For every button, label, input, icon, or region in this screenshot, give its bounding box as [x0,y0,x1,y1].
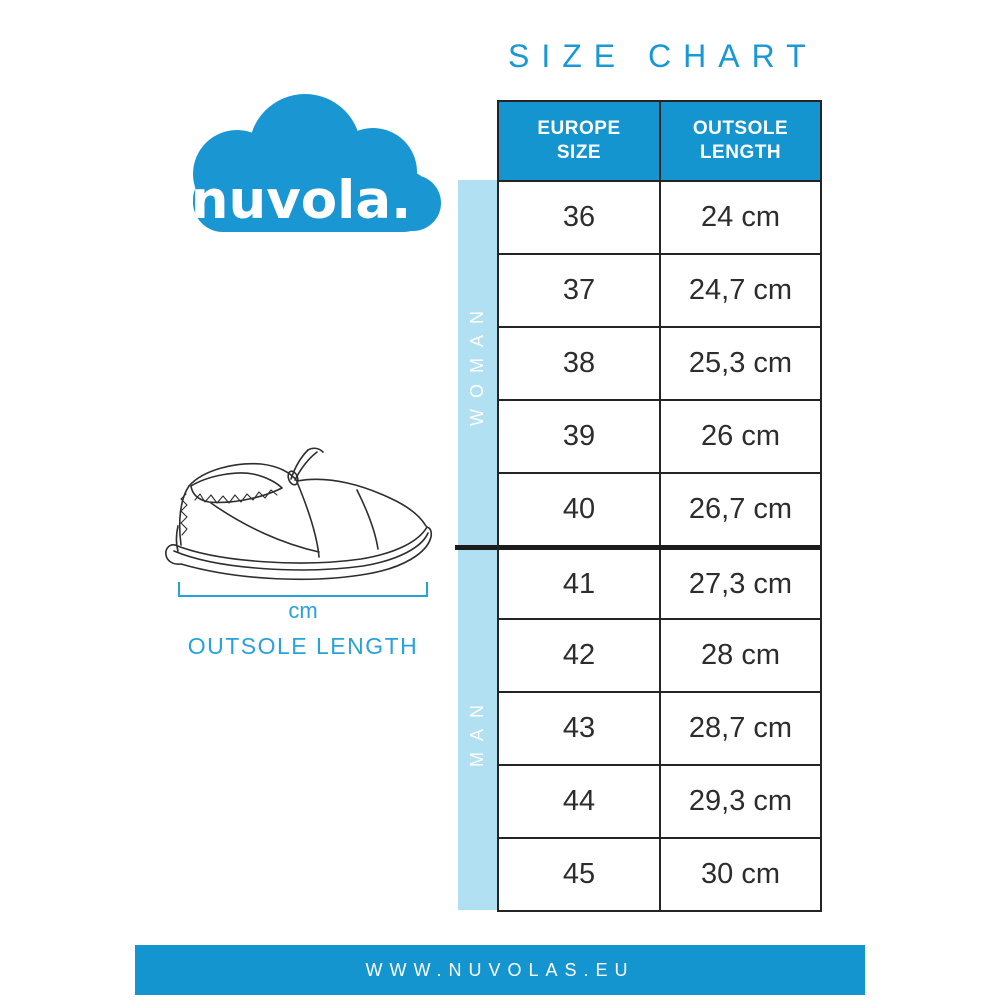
size-cell: 40 [499,474,661,545]
size-cell: 37 [499,255,661,326]
table-row-43: 43 28,7 cm [499,691,820,764]
table-row-39: 39 26 cm [499,399,820,472]
footer-url: WWW.NUVOLAS.EU [365,959,635,980]
outsole-length-caption: OUTSOLE LENGTH [187,633,419,659]
page-title: SIZE CHART [508,38,818,74]
man-section-label: MAN [458,550,497,910]
table-row-44: 44 29,3 cm [499,764,820,837]
length-cell: 26 cm [701,420,780,452]
woman-label-text: WOMAN [467,299,487,426]
length-cell: 27,3 cm [688,567,793,600]
table-row-41: 41 27,3 cm [499,545,820,618]
length-cell: 25,3 cm [688,347,793,379]
size-cell: 45 [499,839,661,910]
size-cell: 41 [499,550,661,618]
length-cell: 24 cm [701,201,780,233]
column-header-europe-size: EUROPE SIZE [499,102,661,180]
logo-text: nuvola. [191,170,412,231]
size-cell: 43 [499,693,661,764]
size-cell: 39 [499,401,661,472]
section-divider [455,545,497,550]
table-row-42: 42 28 cm [499,618,820,691]
length-cell: 26,7 cm [688,493,793,525]
table-row-38: 38 25,3 cm [499,326,820,399]
length-cell: 28 cm [701,639,780,671]
length-cell: 29,3 cm [688,785,793,817]
man-label-text: MAN [467,693,487,767]
length-cell: 28,7 cm [688,712,793,744]
table-row-45: 45 30 cm [499,837,820,910]
table-row-40: 40 26,7 cm [499,472,820,545]
length-cell: 30 cm [701,858,780,890]
column-header-outsole-length: OUTSOLE LENGTH [692,118,789,163]
measurement-bracket [178,582,428,597]
length-cell: 24,7 cm [688,274,793,306]
cloud-logo-icon: nuvola. [191,94,441,232]
table-row-36: 36 24 cm [499,180,820,253]
size-cell: 38 [499,328,661,399]
woman-section-label: WOMAN [458,180,497,545]
unit-label: cm [288,598,318,623]
size-cell: 42 [499,620,661,691]
shoe-line-drawing-icon [165,447,433,581]
footer-bar: WWW.NUVOLAS.EU [135,945,865,995]
size-cell: 44 [499,766,661,837]
nuvola-logo: nuvola. [175,90,447,236]
size-cell: 36 [499,182,661,253]
size-table: EUROPE SIZE OUTSOLE LENGTH 36 24 cm 37 2… [497,100,822,912]
table-row-37: 37 24,7 cm [499,253,820,326]
table-header-row: EUROPE SIZE OUTSOLE LENGTH [499,102,820,180]
